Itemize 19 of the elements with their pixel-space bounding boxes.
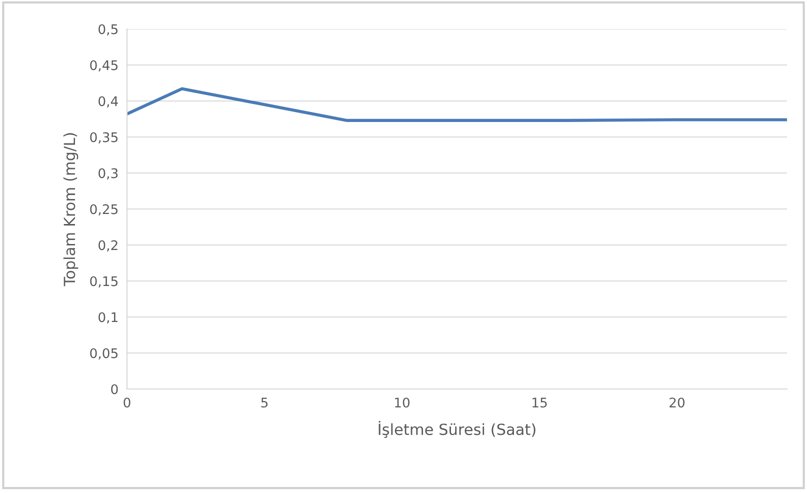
line-series bbox=[127, 87, 787, 122]
y-tick-label: 0,5 bbox=[98, 24, 118, 36]
y-tick-label: 0 bbox=[111, 384, 118, 394]
y-tick-label: 0,45 bbox=[90, 60, 118, 72]
x-tick-label: 0 bbox=[124, 398, 130, 408]
x-tick-label: 5 bbox=[261, 398, 268, 408]
y-tick-label: 0,15 bbox=[90, 276, 118, 288]
x-tick-label: 20 bbox=[670, 398, 685, 408]
y-axis-title: Toplam Krom (mg/L) bbox=[63, 133, 78, 286]
y-tick-label: 0,3 bbox=[98, 168, 118, 180]
y-tick-label: 0,05 bbox=[90, 348, 118, 360]
y-tick-label: 0,25 bbox=[90, 204, 118, 216]
x-tick-label: 10 bbox=[395, 398, 410, 408]
y-tick-label: 0,4 bbox=[98, 96, 118, 108]
y-tick-label: 0,2 bbox=[98, 240, 118, 252]
x-tick-label: 15 bbox=[532, 398, 547, 408]
x-axis-title: İşletme Süresi (Saat) bbox=[378, 420, 536, 438]
y-tick-label: 0,1 bbox=[98, 312, 118, 324]
y-tick-label: 0,35 bbox=[90, 132, 118, 144]
